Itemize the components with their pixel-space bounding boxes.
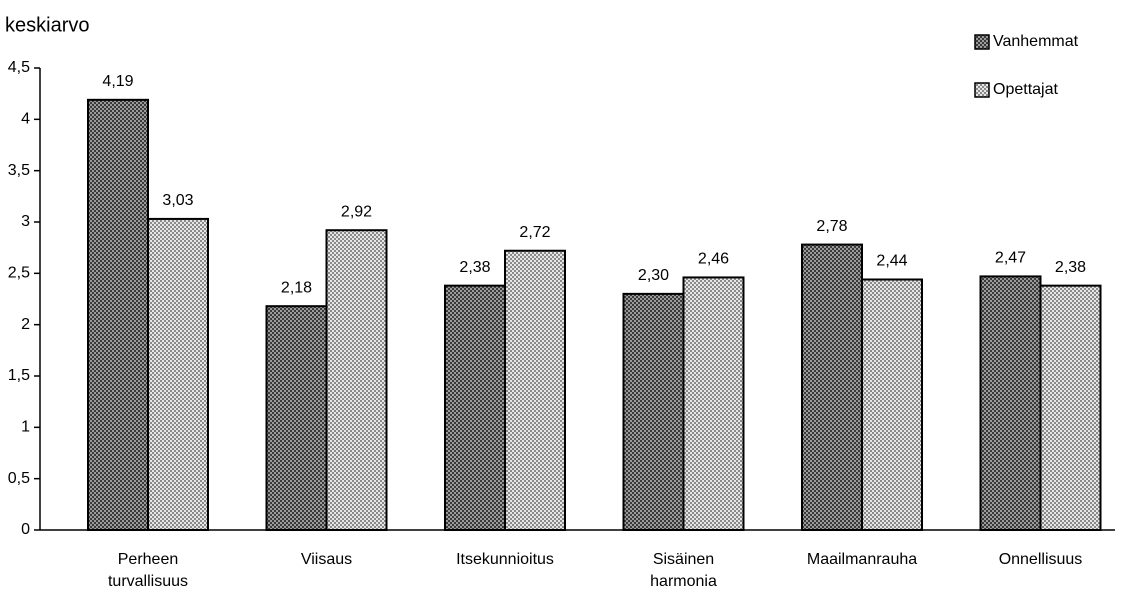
- bar: [504, 249, 566, 531]
- value-label: 2,38: [459, 259, 490, 276]
- legend-swatch: [974, 82, 990, 98]
- value-label: 2,47: [995, 250, 1026, 267]
- x-tick-label: Viisaus: [301, 551, 352, 568]
- value-label: 2,78: [816, 218, 847, 235]
- bar: [801, 243, 863, 531]
- x-tick-label: Sisäinen harmonia: [650, 551, 717, 590]
- value-label: 2,72: [519, 224, 550, 241]
- x-tick-label: Maailmanrauha: [807, 551, 917, 568]
- bar: [147, 217, 209, 531]
- y-tick-label: 3,5: [8, 162, 30, 179]
- value-label: 2,30: [638, 267, 669, 284]
- y-tick-label: 2: [21, 316, 30, 333]
- bar: [325, 229, 388, 531]
- bar: [979, 275, 1042, 531]
- value-label: 2,92: [341, 203, 372, 220]
- y-tick-label: 4,5: [8, 59, 30, 76]
- y-tick-label: 2,5: [8, 265, 30, 282]
- y-tick-label: 3: [21, 213, 30, 230]
- y-tick-label: 1: [21, 419, 30, 436]
- bar: [444, 284, 506, 531]
- bar: [682, 276, 745, 531]
- y-tick-label: 4: [21, 111, 30, 128]
- y-tick-label: 0,5: [8, 470, 30, 487]
- x-tick-label: Perheen turvallisuus: [108, 551, 188, 590]
- bar: [265, 305, 328, 532]
- value-label: 3,03: [162, 192, 193, 209]
- legend-label: Vanhemmat: [993, 33, 1079, 50]
- bar: [861, 278, 923, 532]
- y-axis-label: keskiarvo: [5, 14, 89, 36]
- bar: [1039, 284, 1102, 531]
- value-label: 2,46: [698, 251, 729, 268]
- value-label: 2,44: [876, 253, 907, 270]
- x-tick-label: Onnellisuus: [999, 551, 1083, 568]
- value-label: 4,19: [102, 73, 133, 90]
- legend-label: Opettajat: [993, 81, 1058, 98]
- value-label: 2,38: [1055, 259, 1086, 276]
- y-tick-label: 1,5: [8, 367, 30, 384]
- bar: [622, 292, 685, 531]
- y-tick-label: 0: [21, 521, 30, 538]
- bar: [87, 98, 149, 532]
- value-label: 2,18: [281, 279, 312, 296]
- x-tick-label: Itsekunnioitus: [456, 551, 554, 568]
- legend-swatch: [974, 34, 990, 50]
